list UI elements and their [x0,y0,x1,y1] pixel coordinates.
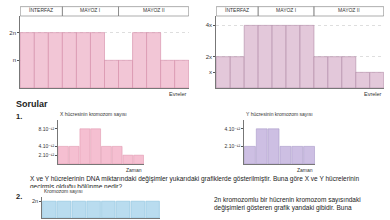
svg-text:4x: 4x [206,22,212,28]
svg-text:MAYOZ II: MAYOZ II [338,7,360,13]
svg-text:MAYOZ I: MAYOZ I [276,7,296,13]
svg-text:n: n [13,57,16,63]
svg-text:2.10⁻¹²: 2.10⁻¹² [38,152,54,158]
svg-text:X hücresinin kromozom sayısı: X hücresinin kromozom sayısı [60,111,127,117]
svg-text:4.10⁻¹²: 4.10⁻¹² [224,126,240,132]
svg-text:Evreler: Evreler [364,91,382,97]
svg-text:İNTERFAZ: İNTERFAZ [225,7,249,13]
svg-text:Y hücresinin kromozom sayısı: Y hücresinin kromozom sayısı [246,111,313,117]
svg-text:8.10⁻¹²: 8.10⁻¹² [38,126,54,132]
svg-text:x: x [209,69,212,75]
svg-text:4.10⁻¹²: 4.10⁻¹² [38,143,54,149]
svg-text:2n: 2n [9,30,16,36]
svg-text:2x: 2x [206,54,212,60]
svg-text:İNTERFAZ: İNTERFAZ [29,7,53,13]
svg-text:MAYOZ II: MAYOZ II [143,7,165,13]
svg-text:2.10⁻¹²: 2.10⁻¹² [224,143,240,149]
svg-text:Zaman: Zaman [126,167,142,173]
svg-text:MAYOZ I: MAYOZ I [80,7,100,13]
svg-text:2n: 2n [32,198,38,204]
svg-text:Kromozom sayısı: Kromozom sayısı [44,188,83,194]
svg-text:Evreler: Evreler [169,91,187,97]
svg-text:Zaman: Zaman [297,167,313,173]
